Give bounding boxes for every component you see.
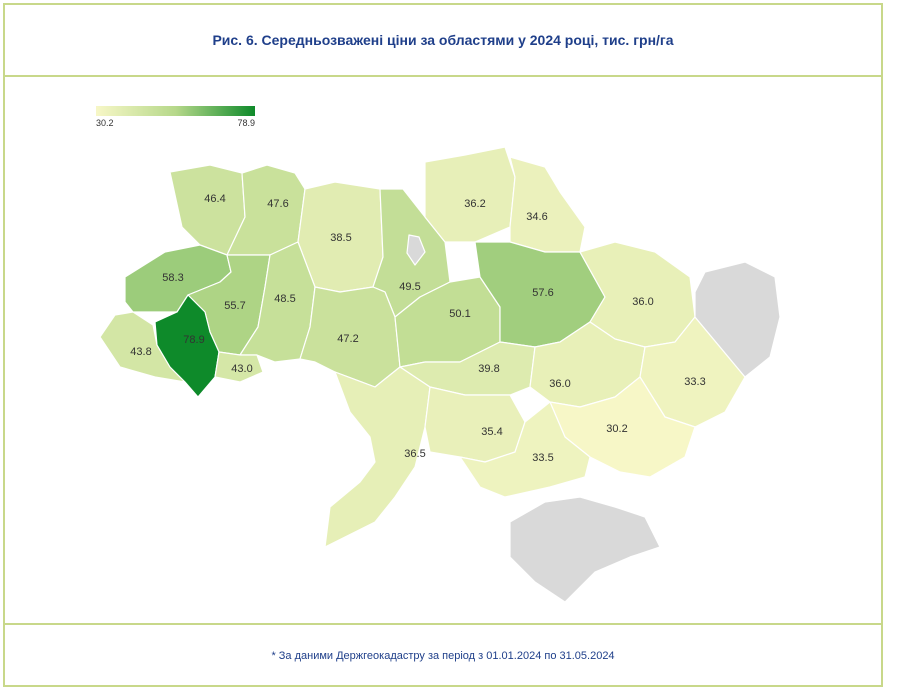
region-label-ivano-frankivsk: 78.9 — [183, 334, 204, 346]
region-label-lviv: 58.3 — [162, 272, 183, 284]
ukraine-map: 46.4 47.6 38.5 49.5 36.2 34.6 58.3 55.7 48.5 47.2… — [99, 146, 781, 603]
region-label-kherson: 33.5 — [532, 452, 553, 464]
title-bar: Рис. 6. Середньозважені ціни за областям… — [5, 5, 881, 77]
region-khmelnytskyi — [239, 241, 316, 363]
region-label-kirovohrad: 39.8 — [478, 363, 499, 375]
region-label-poltava: 57.6 — [532, 287, 553, 299]
region-odesa — [324, 366, 431, 548]
map-area: 30.2 78.9 46.4 47.6 38.5 49.5 36.2 34.6 58.3 55… — [5, 77, 881, 623]
footer: * За даними Держгеокадастру за період з … — [5, 623, 881, 687]
legend-max-label: 78.9 — [237, 118, 255, 128]
source-note: * За даними Держгеокадастру за період з … — [271, 650, 615, 662]
region-label-ternopil: 55.7 — [224, 300, 245, 312]
color-legend: 30.2 78.9 — [96, 106, 255, 130]
region-label-mykolaiv: 35.4 — [481, 426, 502, 438]
region-label-zakarpattia: 43.8 — [130, 346, 151, 358]
regions-layer — [99, 146, 781, 603]
region-mykolaiv — [424, 386, 526, 463]
legend-gradient-bar — [96, 106, 255, 116]
region-label-volyn: 46.4 — [204, 193, 225, 205]
legend-labels: 30.2 78.9 — [96, 116, 255, 130]
region-chernivtsi — [214, 351, 264, 383]
chart-frame: Рис. 6. Середньозважені ціни за областям… — [3, 3, 883, 687]
region-sumy — [509, 156, 586, 253]
legend-min-label: 30.2 — [96, 118, 114, 128]
region-label-chernivtsi: 43.0 — [231, 363, 252, 375]
region-label-cherkasy: 50.1 — [449, 308, 470, 320]
region-label-vinnytsia: 47.2 — [337, 333, 358, 345]
region-label-kyiv: 49.5 — [399, 281, 420, 293]
chart-title: Рис. 6. Середньозважені ціни за областям… — [212, 32, 674, 48]
labels-layer: 46.4 47.6 38.5 49.5 36.2 34.6 58.3 55.7 48.5 47.2… — [130, 193, 705, 464]
region-label-kharkiv: 36.0 — [632, 296, 653, 308]
region-chernihiv — [424, 146, 516, 243]
region-label-zaporizhzhia: 30.2 — [606, 423, 627, 435]
region-label-rivne: 47.6 — [267, 198, 288, 210]
region-label-chernihiv: 36.2 — [464, 198, 485, 210]
region-label-khmelnytskyi: 48.5 — [274, 293, 295, 305]
region-label-dnipropetrovsk: 36.0 — [549, 378, 570, 390]
region-label-odesa: 36.5 — [404, 448, 425, 460]
region-label-donetsk: 33.3 — [684, 376, 705, 388]
region-crimea — [509, 496, 661, 603]
region-kherson — [459, 401, 591, 498]
region-kyiv-city — [406, 234, 426, 266]
region-label-zhytomyr: 38.5 — [330, 232, 351, 244]
region-label-sumy: 34.6 — [526, 211, 547, 223]
region-luhansk — [694, 261, 781, 378]
